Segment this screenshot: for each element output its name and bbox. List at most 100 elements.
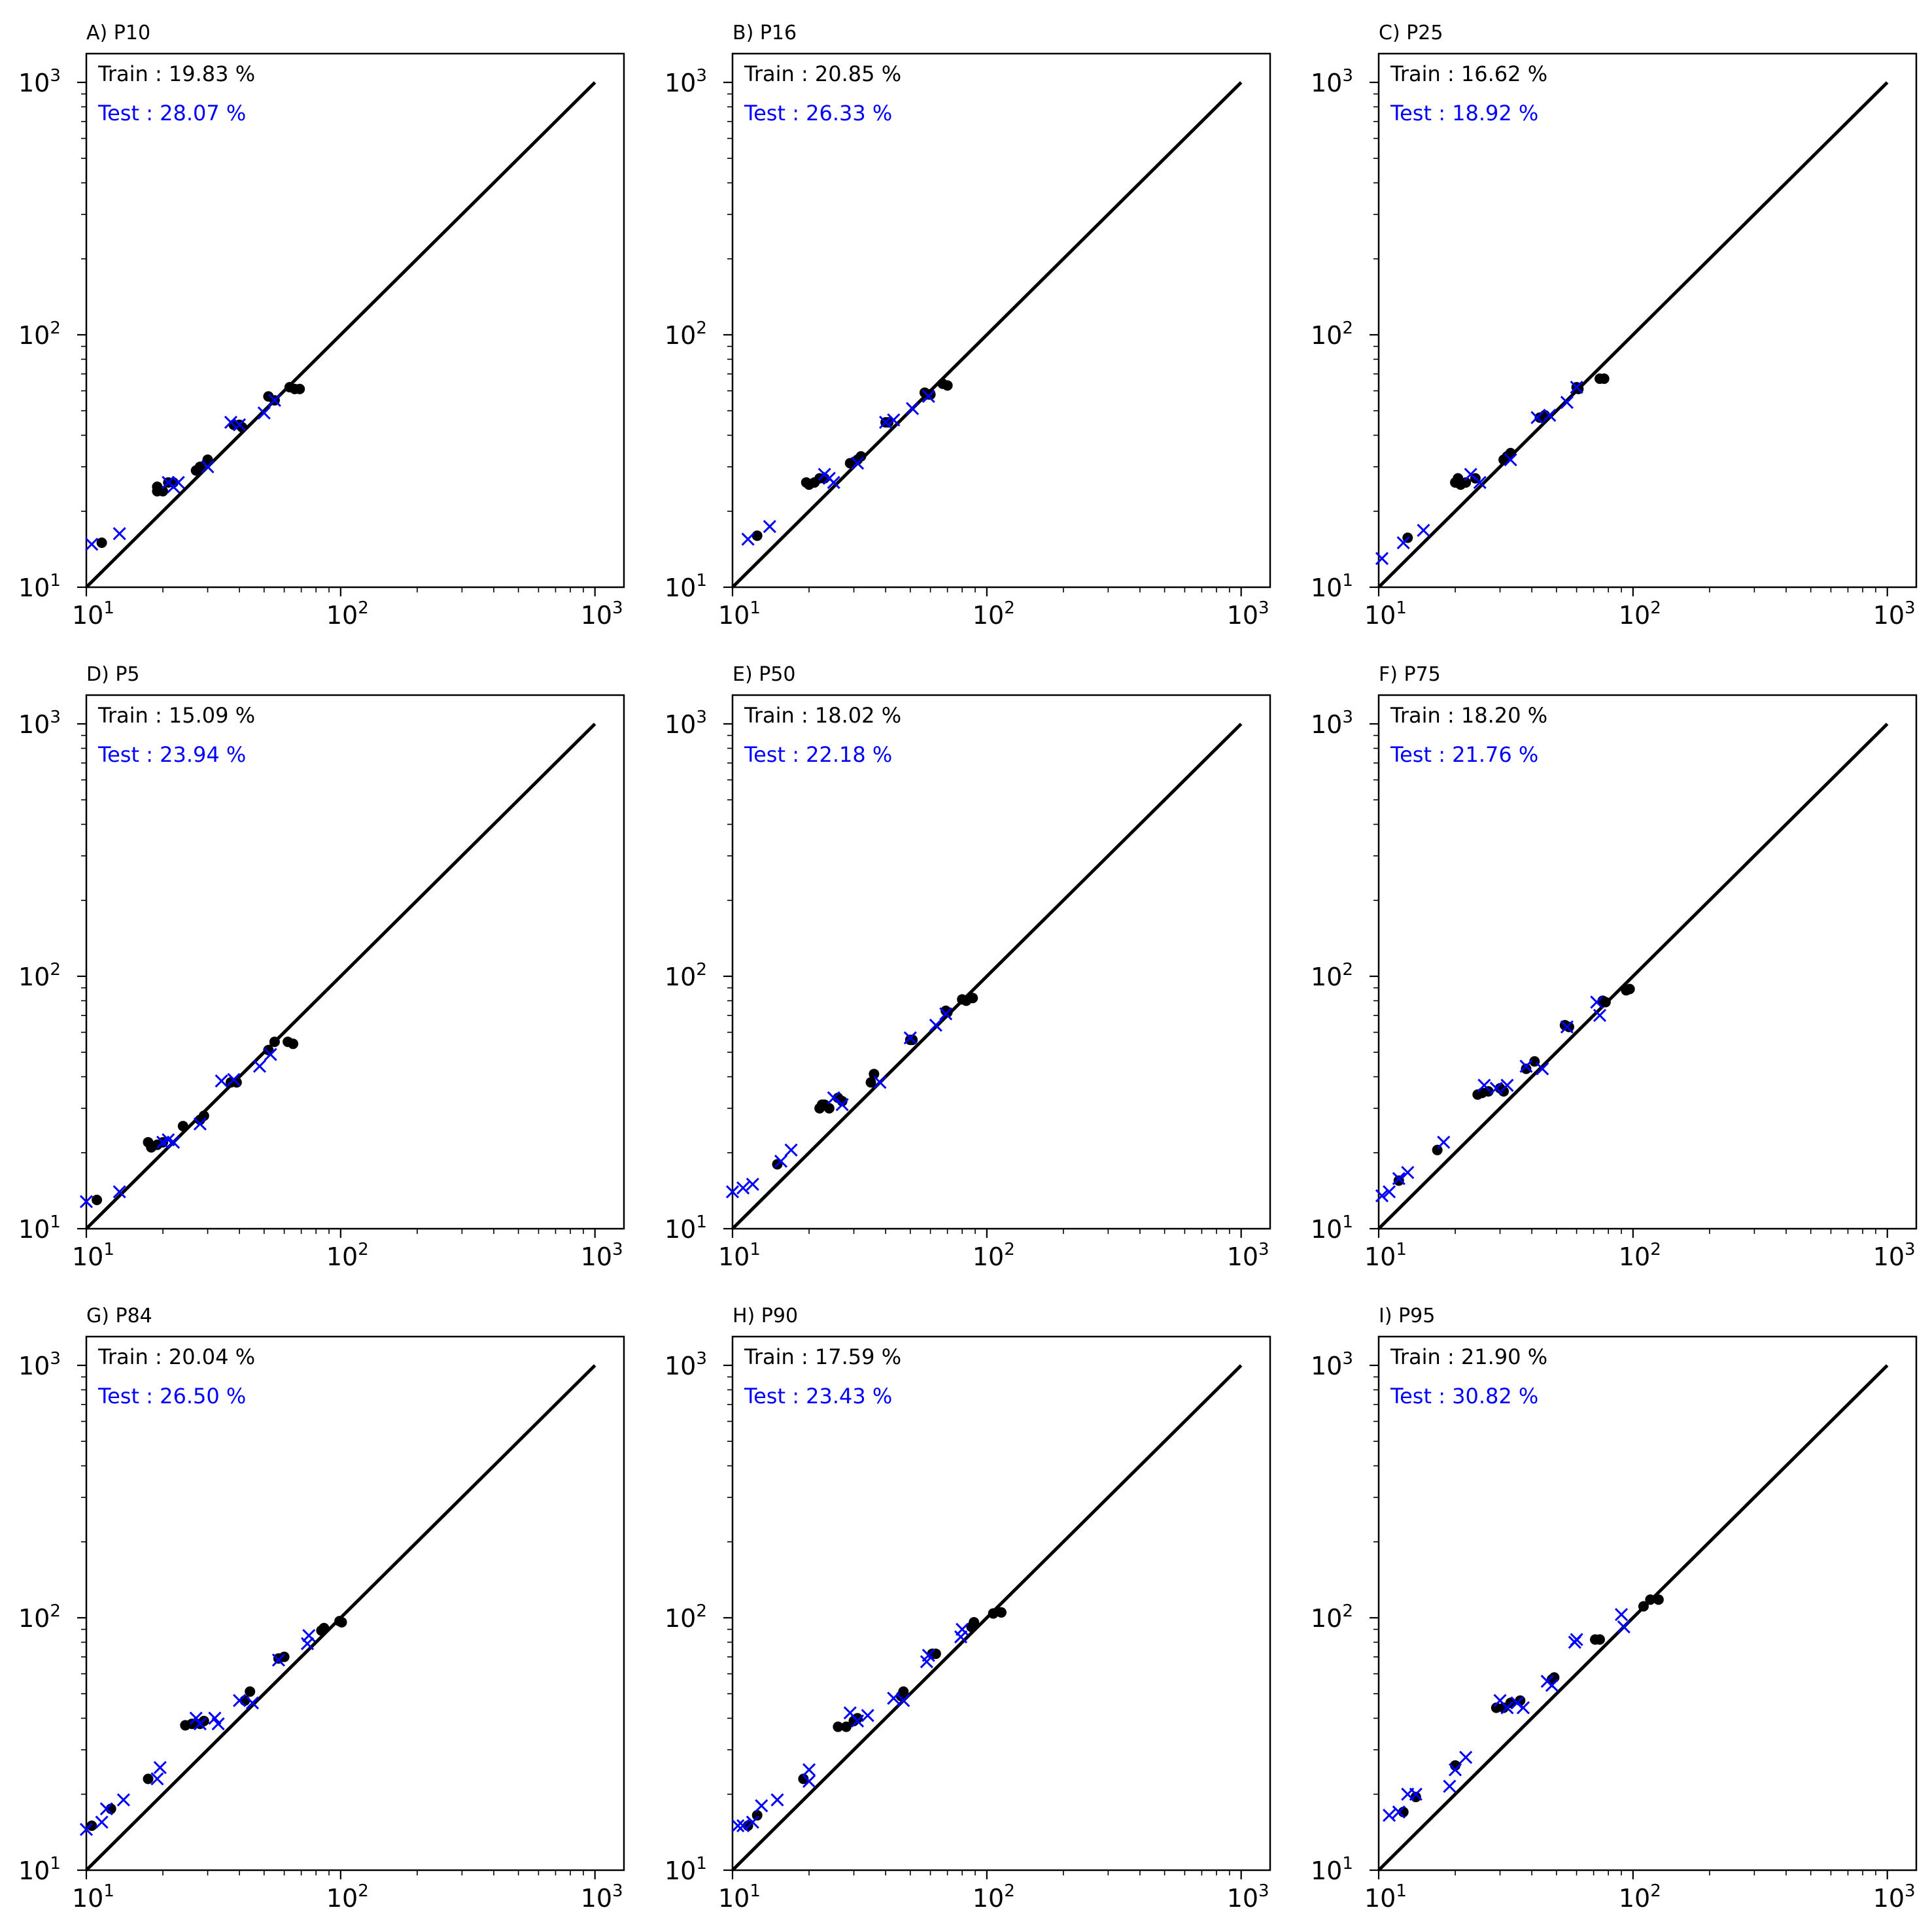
- test-point: [1504, 453, 1517, 467]
- test-point: [1448, 1763, 1462, 1777]
- train-point: [855, 451, 867, 462]
- train-annotation: Train : 20.04 %: [97, 1344, 255, 1369]
- train-point: [852, 1713, 863, 1724]
- y-tick-base: 10: [18, 69, 50, 97]
- y-tick-label: 101: [18, 571, 61, 602]
- y-tick-base: 10: [1311, 710, 1342, 739]
- train-annotation: Train : 18.20 %: [1390, 703, 1547, 728]
- test-point: [1614, 1607, 1629, 1622]
- test-annotation: Test : 26.33 %: [744, 101, 892, 126]
- test-point: [861, 1709, 874, 1722]
- x-tick-base: 10: [1873, 1242, 1905, 1271]
- y-tick-base: 10: [664, 1604, 696, 1633]
- train-point: [1638, 1601, 1649, 1612]
- test-point: [835, 1098, 849, 1112]
- x-tick-label: 101: [718, 1240, 761, 1271]
- y-tick-exp: 1: [696, 1854, 707, 1873]
- x-tick-exp: 2: [1004, 1240, 1015, 1259]
- test-point: [1593, 1008, 1607, 1022]
- train-point: [288, 1038, 299, 1050]
- x-tick-label: 103: [581, 598, 623, 630]
- x-tick-exp: 2: [1004, 1881, 1015, 1901]
- y-tick-base: 10: [18, 1215, 50, 1244]
- test-point: [1530, 411, 1544, 424]
- y-tick-base: 10: [664, 963, 696, 991]
- train-annotation: Train : 19.83 %: [97, 61, 255, 86]
- y-tick-exp: 3: [1342, 66, 1353, 86]
- train-point: [1600, 997, 1611, 1008]
- x-tick-label: 102: [326, 1881, 369, 1913]
- test-point: [1473, 475, 1487, 489]
- y-tick-base: 10: [1311, 573, 1342, 602]
- test-point: [271, 1653, 285, 1667]
- test-point: [929, 1018, 942, 1032]
- y-tick-exp: 3: [1342, 1349, 1353, 1369]
- x-tick-label: 101: [1364, 598, 1407, 630]
- y-tick-exp: 2: [1342, 1601, 1353, 1621]
- y-tick-base: 10: [664, 321, 696, 350]
- test-point: [267, 394, 281, 407]
- test-annotation: Test : 21.76 %: [1390, 742, 1538, 767]
- y-tick-base: 10: [1311, 69, 1342, 97]
- y-tick-exp: 1: [1342, 1854, 1353, 1873]
- train-point: [967, 993, 978, 1004]
- train-point: [198, 1110, 209, 1121]
- train-point: [833, 1721, 844, 1732]
- train-point: [865, 1077, 876, 1088]
- test-point: [850, 456, 865, 470]
- x-tick-label: 101: [72, 598, 114, 630]
- x-tick-base: 10: [718, 601, 750, 630]
- x-tick-exp: 1: [1396, 598, 1407, 618]
- x-tick-exp: 1: [750, 598, 761, 618]
- test-annotation: Test : 22.18 %: [744, 742, 892, 767]
- train-annotation: Train : 20.85 %: [744, 61, 901, 86]
- test-point: [112, 1185, 126, 1199]
- x-tick-label: 103: [1873, 1881, 1916, 1913]
- y-tick-label: 103: [18, 708, 61, 739]
- y-tick-exp: 2: [50, 960, 61, 980]
- y-tick-base: 10: [664, 1352, 696, 1380]
- y-tick-base: 10: [1311, 963, 1342, 991]
- y-tick-exp: 2: [1342, 318, 1353, 338]
- x-tick-exp: 2: [358, 1881, 369, 1901]
- y-tick-exp: 3: [50, 1349, 61, 1369]
- test-point: [736, 1181, 750, 1195]
- x-tick-exp: 2: [1650, 1881, 1661, 1901]
- y-tick-label: 102: [1311, 1601, 1353, 1633]
- test-point: [193, 1717, 207, 1731]
- identity-line: [1377, 1364, 1889, 1871]
- plot-area: [85, 1335, 625, 1871]
- train-point: [1598, 373, 1610, 384]
- plot-area: [731, 694, 1271, 1230]
- train-point: [202, 454, 213, 466]
- y-tick-base: 10: [18, 1604, 50, 1633]
- train-point: [86, 1820, 97, 1832]
- y-tick-label: 101: [1311, 1854, 1353, 1885]
- x-tick-label: 103: [1227, 598, 1269, 630]
- x-tick-label: 101: [718, 598, 761, 630]
- identity-line: [731, 1364, 1243, 1871]
- x-tick-base: 10: [973, 1242, 1004, 1271]
- y-tick-base: 10: [1311, 1352, 1342, 1380]
- test-point: [827, 1091, 840, 1104]
- y-tick-base: 10: [18, 963, 50, 991]
- train-point: [1653, 1594, 1664, 1605]
- y-tick-exp: 1: [1342, 1212, 1353, 1232]
- x-tick-base: 10: [1873, 1884, 1905, 1913]
- test-point: [850, 1714, 865, 1728]
- x-tick-label: 102: [973, 1240, 1015, 1271]
- x-tick-base: 10: [326, 601, 358, 630]
- y-tick-base: 10: [664, 1856, 696, 1885]
- identity-line: [1377, 81, 1889, 589]
- y-tick-exp: 2: [50, 318, 61, 338]
- train-point: [1505, 447, 1516, 458]
- y-tick-exp: 2: [696, 1601, 707, 1621]
- train-point: [158, 486, 169, 497]
- train-annotation: Train : 15.09 %: [97, 703, 255, 728]
- train-point: [898, 1686, 909, 1697]
- x-tick-exp: 2: [358, 598, 369, 618]
- test-annotation: Test : 23.94 %: [97, 742, 246, 767]
